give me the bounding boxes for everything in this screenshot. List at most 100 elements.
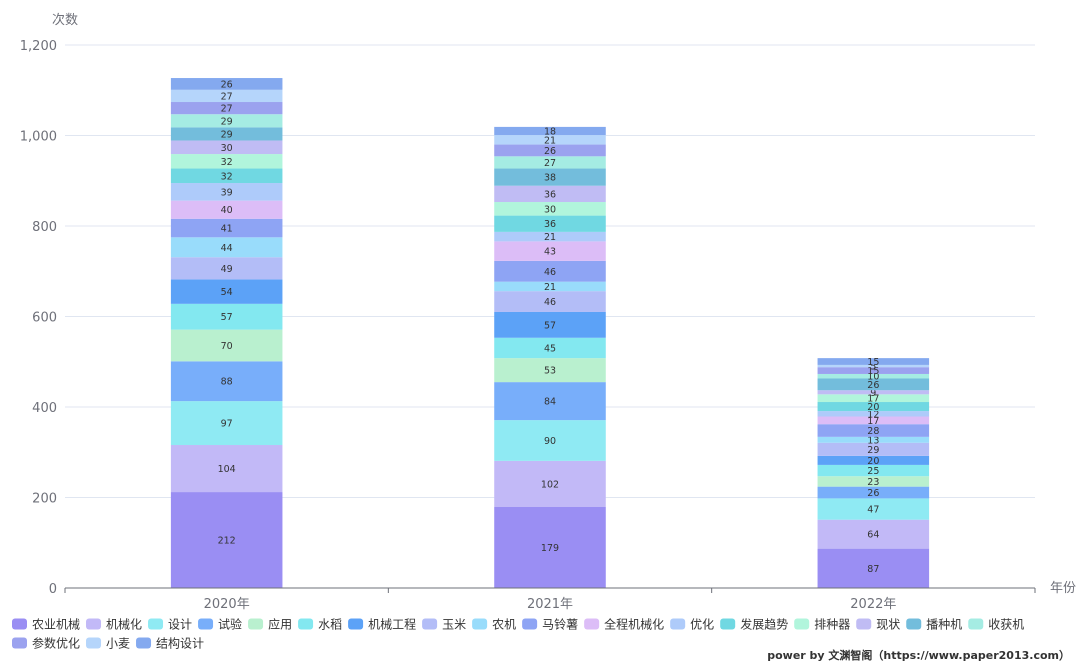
x-axis-title: 年份 xyxy=(1050,581,1076,596)
legend-swatch xyxy=(12,637,27,649)
legend-item[interactable]: 设计 xyxy=(148,618,192,632)
legend-label: 优化 xyxy=(690,618,714,632)
data-label: 46 xyxy=(544,297,556,308)
data-label: 39 xyxy=(221,187,233,198)
y-tick-label: 200 xyxy=(32,492,57,507)
data-label: 10 xyxy=(867,372,879,383)
legend-item[interactable]: 水稻 xyxy=(298,618,342,632)
legend-swatch xyxy=(148,618,164,630)
legend-label: 应用 xyxy=(268,617,292,632)
legend-item[interactable]: 农机 xyxy=(472,618,516,632)
bar-segment xyxy=(170,279,283,304)
legend-label: 机械化 xyxy=(106,617,142,632)
legend-item[interactable]: 小麦 xyxy=(86,637,130,651)
bar-segment xyxy=(817,390,930,395)
bar-segment xyxy=(170,89,283,103)
legend-label: 机械工程 xyxy=(368,617,416,632)
legend-item[interactable]: 农业机械 xyxy=(12,617,80,632)
bar-segment xyxy=(817,464,930,477)
y-tick-label: 1,200 xyxy=(20,39,57,54)
legend-item[interactable]: 参数优化 xyxy=(12,636,80,651)
bar-segment xyxy=(494,337,606,359)
data-label: 26 xyxy=(867,488,879,499)
bar-segment xyxy=(817,378,930,391)
legend-label: 参数优化 xyxy=(32,636,80,651)
y-axis-title: 次数 xyxy=(52,12,78,28)
bar-segment xyxy=(494,241,606,261)
legend-item[interactable]: 玉米 xyxy=(422,618,466,632)
data-label: 36 xyxy=(544,189,556,200)
legend-swatch xyxy=(198,618,214,630)
bar-segment xyxy=(817,436,930,443)
bar-segment xyxy=(170,102,283,115)
data-label: 43 xyxy=(544,247,556,258)
legend-item[interactable]: 结构设计 xyxy=(136,636,204,651)
legend-item[interactable]: 试验 xyxy=(198,617,242,632)
bar-segment xyxy=(170,140,283,155)
data-label: 49 xyxy=(221,264,233,275)
bar-segment xyxy=(494,460,606,508)
bar-segment xyxy=(494,231,606,242)
legend-item[interactable]: 机械工程 xyxy=(348,617,416,632)
bar-segment xyxy=(494,382,606,421)
bar-segment xyxy=(817,358,930,365)
legend-item[interactable]: 全程机械化 xyxy=(584,617,664,632)
legend-swatch xyxy=(86,637,102,649)
bar-segment xyxy=(170,361,283,402)
bar-segment xyxy=(494,420,606,461)
bar-segment xyxy=(170,78,283,90)
legend-item[interactable]: 发展趋势 xyxy=(720,617,788,632)
data-label: 88 xyxy=(221,377,233,388)
legend-item[interactable]: 机械化 xyxy=(86,617,142,632)
data-label: 20 xyxy=(867,402,879,413)
legend-swatch xyxy=(12,618,27,630)
data-label: 27 xyxy=(544,158,556,169)
data-label: 26 xyxy=(544,146,556,157)
data-label: 20 xyxy=(867,456,879,467)
legend-label: 现状 xyxy=(876,618,900,632)
data-label: 29 xyxy=(221,116,233,127)
bar-segment xyxy=(817,394,930,403)
data-label: 64 xyxy=(867,530,879,541)
data-label: 97 xyxy=(221,419,233,430)
bar-segment xyxy=(170,168,283,184)
data-label: 30 xyxy=(221,143,233,154)
data-label: 47 xyxy=(867,505,879,516)
data-label: 102 xyxy=(541,479,559,490)
data-label: 54 xyxy=(221,287,233,298)
data-label: 36 xyxy=(544,219,556,230)
legend-item[interactable]: 排种器 xyxy=(794,618,850,632)
data-label: 104 xyxy=(218,464,236,475)
bar-segment xyxy=(817,455,930,465)
bar-segment xyxy=(170,303,283,330)
bar-segment xyxy=(494,358,606,383)
legend-swatch xyxy=(670,618,686,630)
legend-label: 全程机械化 xyxy=(604,617,664,632)
legend-item[interactable]: 现状 xyxy=(856,618,900,632)
bar-segment xyxy=(817,364,930,368)
legend-item[interactable]: 马铃薯 xyxy=(522,617,578,632)
legend-item[interactable]: 收获机 xyxy=(968,618,1024,632)
legend-item[interactable]: 播种机 xyxy=(906,618,962,632)
bar-segment xyxy=(817,498,930,520)
data-label: 40 xyxy=(221,205,233,216)
data-label: 38 xyxy=(544,173,556,184)
bar-segment xyxy=(494,215,606,232)
legend-swatch xyxy=(720,618,736,630)
legend-swatch xyxy=(422,618,438,630)
data-label: 32 xyxy=(221,157,233,168)
legend-label: 设计 xyxy=(168,618,192,632)
legend-item[interactable]: 应用 xyxy=(248,617,292,632)
bar-segment xyxy=(817,373,930,379)
bar-segment xyxy=(817,424,930,437)
legend-item[interactable]: 优化 xyxy=(670,618,714,632)
data-label: 212 xyxy=(218,536,236,547)
data-label: 17 xyxy=(867,394,879,405)
legend-label: 试验 xyxy=(218,617,242,632)
legend-label: 播种机 xyxy=(926,618,962,632)
data-label: 179 xyxy=(541,543,559,554)
y-axis-ticks: 0 200 400 600 800 1,000 1,200 xyxy=(20,39,57,597)
bar-segment xyxy=(170,257,283,280)
data-label: 12 xyxy=(867,409,879,420)
